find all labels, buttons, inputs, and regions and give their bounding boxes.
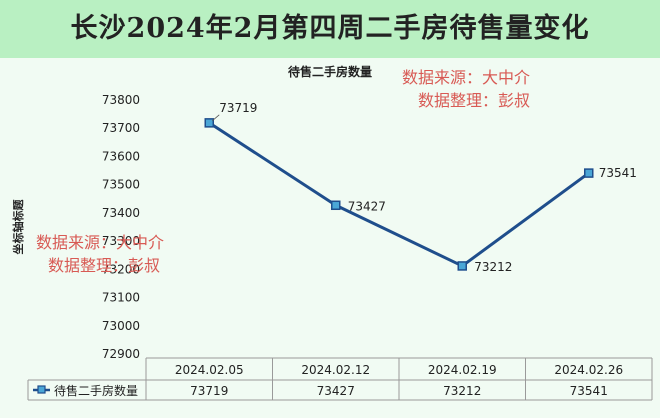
y-tick-label: 73300 <box>102 234 140 248</box>
x-category-label: 2024.02.12 <box>301 363 370 377</box>
y-tick-label: 73500 <box>102 178 140 192</box>
data-table: 2024.02.05 2024.02.12 2024.02.19 2024.02.26… <box>27 357 653 401</box>
data-label: 73541 <box>599 166 637 180</box>
table-value-cell: 73541 <box>570 384 608 398</box>
y-tick-label: 73800 <box>102 93 140 107</box>
x-category-label: 2024.02.05 <box>175 363 244 377</box>
chart-area: 待售二手房数量 坐标轴标题 72900 73000 73100 73200 73300 7… <box>0 58 660 418</box>
watermark-source: 数据来源：大中介 <box>402 68 530 87</box>
y-axis-label: 坐标轴标题 <box>11 199 25 255</box>
x-category-label: 2024.02.19 <box>428 363 497 377</box>
data-label: 73427 <box>348 199 386 213</box>
legend-marker-swatch <box>37 385 46 394</box>
y-tick-label: 73000 <box>102 319 140 333</box>
data-point <box>457 261 467 271</box>
data-label: 73212 <box>474 260 512 274</box>
y-tick-label: 73700 <box>102 121 140 135</box>
data-point <box>331 200 341 211</box>
y-tick-label: 73600 <box>102 149 140 163</box>
y-tick-label: 72900 <box>102 347 140 361</box>
y-axis-ticks: 72900 73000 73100 73200 73300 73400 73500 73600… <box>102 93 140 361</box>
data-point <box>204 118 214 128</box>
watermark-author: 数据整理：彭叔 <box>418 91 530 110</box>
series-line <box>208 121 590 268</box>
page-title: 长沙2024年2月第四周二手房待售量变化 <box>0 0 660 59</box>
table-value-cell: 73212 <box>443 384 481 398</box>
series-group: 73719 73427 73212 73541 <box>204 101 637 274</box>
watermark-author: 数据整理：彭叔 <box>48 256 160 275</box>
table-value-cell: 73719 <box>190 384 228 398</box>
table-value-cell: 73427 <box>317 384 355 398</box>
y-tick-label: 73100 <box>102 291 140 305</box>
y-tick-label: 73200 <box>102 262 140 276</box>
data-label: 73719 <box>219 101 257 115</box>
watermark-source: 数据来源：大中介 <box>36 233 164 252</box>
y-tick-label: 73400 <box>102 206 140 220</box>
data-point <box>584 168 594 178</box>
data-label-leader <box>211 114 220 122</box>
x-category-label: 2024.02.26 <box>554 363 623 377</box>
chart-title: 待售二手房数量 <box>288 64 372 79</box>
legend-series-name: 待售二手房数量 <box>54 383 138 398</box>
line-chart: 待售二手房数量 坐标轴标题 72900730007310073200733007… <box>11 64 653 401</box>
